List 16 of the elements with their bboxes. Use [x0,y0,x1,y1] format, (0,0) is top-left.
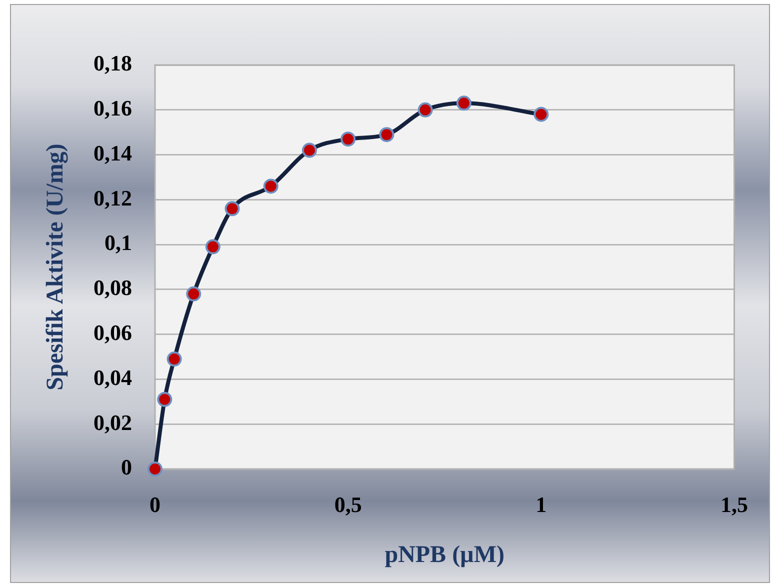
y-tick-label: 0,08 [94,275,132,300]
y-tick-label: 0,18 [94,50,132,76]
y-tick-label: 0 [121,454,132,480]
y-tick-label: 0,12 [94,185,132,210]
y-tick-label: 0,14 [94,140,132,166]
x-tick-label: 0,5 [334,492,362,517]
y-tick-label: 0,16 [94,96,132,121]
y-tick-label: 0,1 [104,230,132,256]
x-tick-label: 0 [150,492,160,517]
x-tick-label: 1 [536,492,547,517]
y-tick-label: 0,02 [94,410,132,435]
y-axis-title: Spesifik Aktivite (U/mg) [42,144,69,390]
y-tick-label: 0,04 [94,364,132,390]
x-tick-label: 1,5 [720,492,748,517]
x-axis-title: pNPB (µM) [384,542,505,568]
y-tick-label: 0,06 [94,320,132,346]
